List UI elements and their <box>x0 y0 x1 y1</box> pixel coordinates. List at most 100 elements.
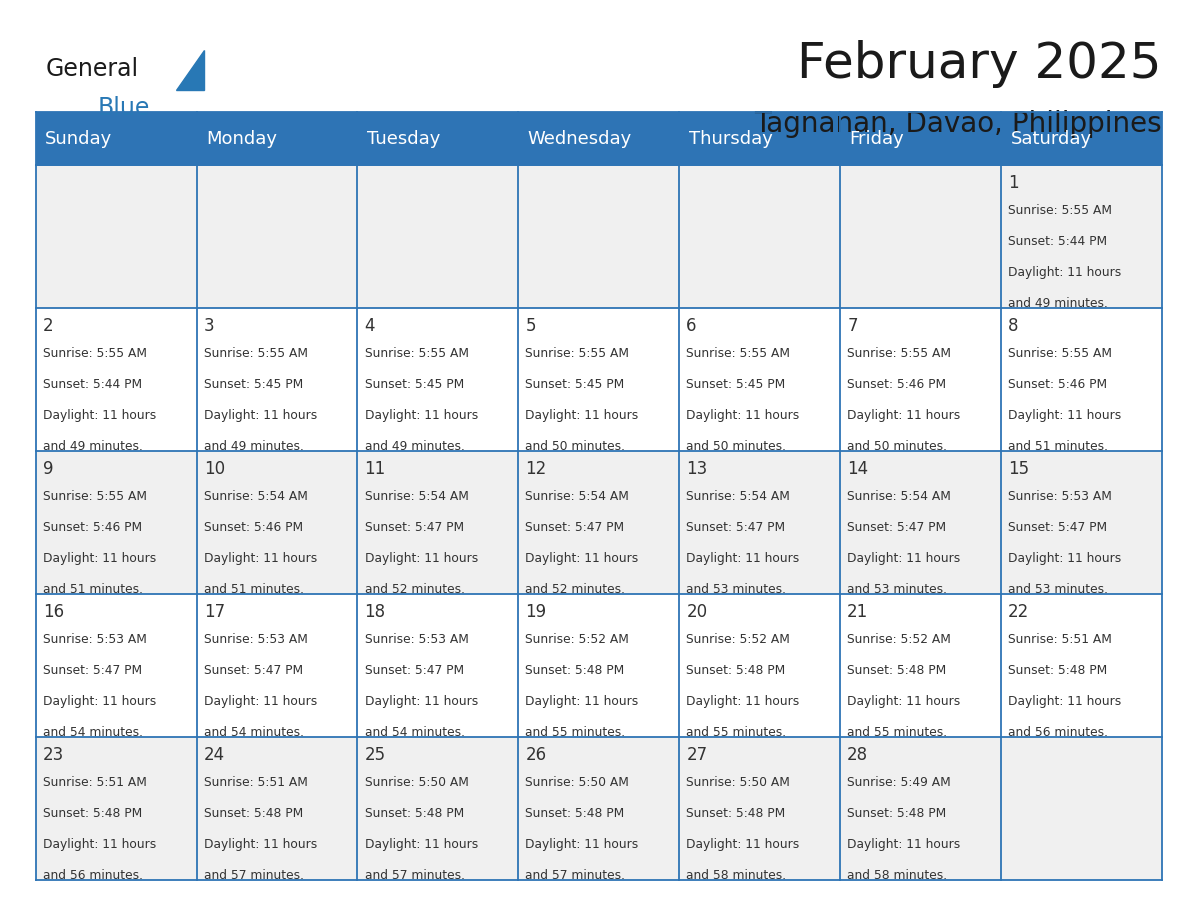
Text: 9: 9 <box>43 460 53 478</box>
Text: 27: 27 <box>687 746 707 765</box>
Text: Sunrise: 5:52 AM: Sunrise: 5:52 AM <box>687 633 790 645</box>
Text: Sunset: 5:47 PM: Sunset: 5:47 PM <box>365 521 463 533</box>
Text: and 49 minutes.: and 49 minutes. <box>1009 297 1108 310</box>
Bar <box>36 594 1162 737</box>
Text: 26: 26 <box>525 746 546 765</box>
Text: Sunset: 5:47 PM: Sunset: 5:47 PM <box>203 664 303 677</box>
Text: Sunset: 5:45 PM: Sunset: 5:45 PM <box>203 378 303 391</box>
Bar <box>36 112 1162 165</box>
Text: Sunset: 5:44 PM: Sunset: 5:44 PM <box>1009 235 1107 248</box>
Text: Sunrise: 5:53 AM: Sunrise: 5:53 AM <box>203 633 308 645</box>
Text: and 51 minutes.: and 51 minutes. <box>43 583 143 596</box>
Text: Sunrise: 5:55 AM: Sunrise: 5:55 AM <box>365 347 468 360</box>
Text: and 50 minutes.: and 50 minutes. <box>687 440 786 453</box>
Text: and 49 minutes.: and 49 minutes. <box>43 440 143 453</box>
Text: Sunset: 5:48 PM: Sunset: 5:48 PM <box>43 807 143 820</box>
Text: Sunset: 5:48 PM: Sunset: 5:48 PM <box>203 807 303 820</box>
Text: Tagnanan, Davao, Philippines: Tagnanan, Davao, Philippines <box>754 110 1162 138</box>
Text: and 56 minutes.: and 56 minutes. <box>43 868 143 882</box>
Text: 3: 3 <box>203 318 214 335</box>
Text: Sunset: 5:46 PM: Sunset: 5:46 PM <box>1009 378 1107 391</box>
Text: General: General <box>45 57 138 81</box>
Text: Sunset: 5:47 PM: Sunset: 5:47 PM <box>847 521 947 533</box>
Text: 10: 10 <box>203 460 225 478</box>
Text: and 52 minutes.: and 52 minutes. <box>525 583 625 596</box>
Text: 20: 20 <box>687 603 707 621</box>
Text: Daylight: 11 hours: Daylight: 11 hours <box>365 552 478 565</box>
Text: 22: 22 <box>1009 603 1029 621</box>
Text: Sunrise: 5:53 AM: Sunrise: 5:53 AM <box>1009 489 1112 503</box>
Text: Sunrise: 5:54 AM: Sunrise: 5:54 AM <box>365 489 468 503</box>
Text: and 53 minutes.: and 53 minutes. <box>847 583 947 596</box>
Text: Sunrise: 5:50 AM: Sunrise: 5:50 AM <box>687 776 790 789</box>
Text: and 57 minutes.: and 57 minutes. <box>365 868 465 882</box>
Text: Sunrise: 5:51 AM: Sunrise: 5:51 AM <box>1009 633 1112 645</box>
Text: Daylight: 11 hours: Daylight: 11 hours <box>365 695 478 708</box>
Text: Sunset: 5:48 PM: Sunset: 5:48 PM <box>687 807 785 820</box>
Text: Sunset: 5:45 PM: Sunset: 5:45 PM <box>525 378 625 391</box>
Bar <box>36 451 1162 594</box>
Text: Sunrise: 5:52 AM: Sunrise: 5:52 AM <box>847 633 952 645</box>
Text: Daylight: 11 hours: Daylight: 11 hours <box>203 552 317 565</box>
Text: Sunset: 5:47 PM: Sunset: 5:47 PM <box>525 521 625 533</box>
Text: Daylight: 11 hours: Daylight: 11 hours <box>1009 552 1121 565</box>
Text: Sunset: 5:46 PM: Sunset: 5:46 PM <box>847 378 947 391</box>
Text: 6: 6 <box>687 318 697 335</box>
Text: Sunrise: 5:54 AM: Sunrise: 5:54 AM <box>687 489 790 503</box>
Text: 19: 19 <box>525 603 546 621</box>
Text: 5: 5 <box>525 318 536 335</box>
Text: Sunrise: 5:55 AM: Sunrise: 5:55 AM <box>847 347 952 360</box>
Text: and 55 minutes.: and 55 minutes. <box>687 726 786 739</box>
Text: 24: 24 <box>203 746 225 765</box>
Text: Sunrise: 5:54 AM: Sunrise: 5:54 AM <box>847 489 952 503</box>
Text: Sunrise: 5:55 AM: Sunrise: 5:55 AM <box>43 347 147 360</box>
Text: 15: 15 <box>1009 460 1029 478</box>
Text: and 54 minutes.: and 54 minutes. <box>203 726 304 739</box>
Text: Sunrise: 5:55 AM: Sunrise: 5:55 AM <box>1009 204 1112 217</box>
Text: Sunset: 5:48 PM: Sunset: 5:48 PM <box>525 664 625 677</box>
Text: Daylight: 11 hours: Daylight: 11 hours <box>687 409 800 422</box>
Text: and 54 minutes.: and 54 minutes. <box>43 726 143 739</box>
Text: Sunrise: 5:55 AM: Sunrise: 5:55 AM <box>1009 347 1112 360</box>
Text: and 58 minutes.: and 58 minutes. <box>847 868 947 882</box>
Text: Sunrise: 5:51 AM: Sunrise: 5:51 AM <box>43 776 146 789</box>
Text: Sunset: 5:48 PM: Sunset: 5:48 PM <box>525 807 625 820</box>
Text: 1: 1 <box>1009 174 1019 193</box>
Text: Daylight: 11 hours: Daylight: 11 hours <box>687 552 800 565</box>
Text: and 51 minutes.: and 51 minutes. <box>1009 440 1108 453</box>
Text: Sunrise: 5:50 AM: Sunrise: 5:50 AM <box>365 776 468 789</box>
Text: Daylight: 11 hours: Daylight: 11 hours <box>1009 409 1121 422</box>
Text: Sunset: 5:48 PM: Sunset: 5:48 PM <box>365 807 463 820</box>
Text: and 55 minutes.: and 55 minutes. <box>847 726 947 739</box>
Text: 13: 13 <box>687 460 708 478</box>
Text: Sunrise: 5:55 AM: Sunrise: 5:55 AM <box>525 347 630 360</box>
Text: 16: 16 <box>43 603 64 621</box>
Text: Sunrise: 5:53 AM: Sunrise: 5:53 AM <box>365 633 468 645</box>
Text: Sunset: 5:48 PM: Sunset: 5:48 PM <box>847 807 947 820</box>
Text: February 2025: February 2025 <box>797 40 1162 88</box>
Text: Sunrise: 5:51 AM: Sunrise: 5:51 AM <box>203 776 308 789</box>
Text: Saturday: Saturday <box>1011 129 1092 148</box>
Text: Sunrise: 5:53 AM: Sunrise: 5:53 AM <box>43 633 146 645</box>
Text: and 49 minutes.: and 49 minutes. <box>365 440 465 453</box>
Text: 12: 12 <box>525 460 546 478</box>
Text: Daylight: 11 hours: Daylight: 11 hours <box>43 552 156 565</box>
Text: 2: 2 <box>43 318 53 335</box>
Text: and 58 minutes.: and 58 minutes. <box>687 868 786 882</box>
Text: Sunday: Sunday <box>45 129 113 148</box>
Text: Sunset: 5:47 PM: Sunset: 5:47 PM <box>1009 521 1107 533</box>
Text: Sunset: 5:44 PM: Sunset: 5:44 PM <box>43 378 141 391</box>
Text: 7: 7 <box>847 318 858 335</box>
Text: and 57 minutes.: and 57 minutes. <box>525 868 625 882</box>
Text: Daylight: 11 hours: Daylight: 11 hours <box>1009 695 1121 708</box>
Text: Sunrise: 5:52 AM: Sunrise: 5:52 AM <box>525 633 630 645</box>
Text: 17: 17 <box>203 603 225 621</box>
Text: and 49 minutes.: and 49 minutes. <box>203 440 303 453</box>
Text: Sunset: 5:48 PM: Sunset: 5:48 PM <box>1009 664 1107 677</box>
Text: Daylight: 11 hours: Daylight: 11 hours <box>847 838 960 851</box>
Text: Daylight: 11 hours: Daylight: 11 hours <box>525 552 639 565</box>
Text: Daylight: 11 hours: Daylight: 11 hours <box>43 838 156 851</box>
Text: and 56 minutes.: and 56 minutes. <box>1009 726 1108 739</box>
Text: 8: 8 <box>1009 318 1018 335</box>
Text: 4: 4 <box>365 318 375 335</box>
